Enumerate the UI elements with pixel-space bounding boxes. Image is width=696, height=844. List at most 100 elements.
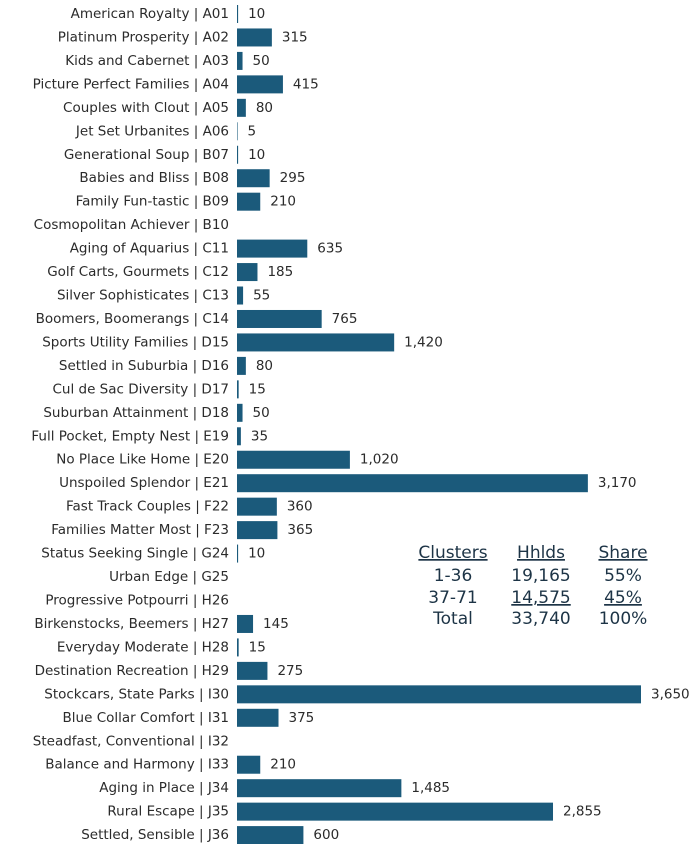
value-label: 315 [282,29,308,45]
value-label: 50 [253,53,270,69]
bar [237,239,308,258]
value-label: 5 [248,123,257,139]
bar [237,685,641,704]
table-cell: 33,740 [511,609,570,629]
table-header: Share [598,543,647,563]
category-label: Fast Track Couples | F22 [66,499,229,515]
bar [237,638,239,657]
bar [237,521,278,540]
value-label: 15 [249,381,266,397]
category-label: Stockcars, State Parks | I30 [44,686,229,702]
category-label: Family Fun-tastic | B09 [76,194,229,210]
value-label: 10 [248,147,265,163]
value-label: 145 [263,616,289,632]
bar [237,5,239,23]
value-label: 55 [253,288,270,304]
category-label: American Royalty | A01 [71,6,229,22]
bar [237,544,239,563]
value-label: 210 [270,757,296,773]
bar [237,779,402,798]
category-label: Silver Sophisticates | C13 [57,288,229,304]
category-label: Everyday Moderate | H28 [57,639,229,655]
bar [237,192,261,211]
category-label: Picture Perfect Families | A04 [33,76,229,92]
table-cell: 1-36 [434,566,473,586]
value-label: 50 [253,405,270,421]
value-label: 35 [251,428,268,444]
bar [237,309,322,328]
category-label: Generational Soup | B07 [64,147,229,163]
value-label: 10 [248,546,265,562]
bar [237,474,588,493]
value-label: 360 [287,499,313,515]
value-label: 635 [317,241,343,257]
bar [237,403,243,422]
category-label: Unspoiled Splendor | E21 [59,475,229,491]
category-label: No Place Like Home | E20 [56,452,229,468]
value-label: 365 [287,522,313,538]
category-label: Steadfast, Conventional | I32 [33,733,229,749]
bar [237,708,279,727]
bar [237,75,283,94]
table-cell: 45% [604,588,642,608]
category-label: Babies and Bliss | B08 [79,170,229,186]
table-cell: 37-71 [428,588,477,608]
category-label: Cul de Sac Diversity | D17 [52,381,229,397]
category-label: Status Seeking Single | G24 [41,546,229,562]
bar [237,169,270,188]
value-label: 1,420 [404,334,443,350]
category-label: Urban Edge | G25 [109,569,229,585]
value-label: 210 [270,194,296,210]
category-label: Cosmopolitan Achiever | B10 [34,217,229,233]
bar [237,661,268,680]
category-label: Aging of Aquarius | C11 [70,241,229,257]
bar [237,380,239,399]
value-label: 1,020 [360,452,399,468]
bar [237,145,239,164]
value-label: 275 [277,663,303,679]
table-cell: 55% [604,566,642,586]
category-label: Settled in Suburbia | D16 [59,358,229,374]
category-label: Balance and Harmony | I33 [45,757,229,773]
category-label: Blue Collar Comfort | I31 [63,710,229,726]
value-label: 185 [267,264,293,280]
value-label: 600 [313,827,339,843]
bar [237,333,395,352]
bar [237,286,244,305]
value-label: 10 [248,6,265,22]
table-cell: 19,165 [511,566,570,586]
bar [237,263,258,282]
value-label: 1,485 [411,780,450,796]
category-label: Jet Set Urbanites | A06 [75,123,229,139]
bar [237,51,243,70]
value-label: 80 [256,100,273,116]
value-label: 375 [289,710,315,726]
bar [237,802,554,821]
category-label: Suburban Attainment | D18 [43,405,229,421]
bar [237,614,254,633]
category-label: Golf Carts, Gourmets | C12 [47,264,229,280]
bar [237,450,350,469]
value-label: 415 [293,76,319,92]
bar [237,497,277,516]
value-label: 15 [249,639,266,655]
category-label: Rural Escape | J35 [107,804,229,820]
bar [237,427,241,446]
bar [237,122,238,141]
category-label: Birkenstocks, Beemers | H27 [34,616,229,632]
table-cell: 100% [599,609,648,629]
category-label: Destination Recreation | H29 [35,663,229,679]
category-label: Families Matter Most | F23 [51,522,229,538]
category-label: Full Pocket, Empty Nest | E19 [31,428,229,444]
bar [237,28,272,47]
category-label: Couples with Clout | A05 [63,100,229,116]
table-header: Hhlds [517,543,565,563]
category-label: Boomers, Boomerangs | C14 [36,311,229,327]
category-label: Platinum Prosperity | A02 [58,29,229,45]
category-label: Progressive Potpourri | H26 [45,593,229,609]
value-label: 2,855 [563,804,602,820]
value-label: 295 [280,170,306,186]
value-label: 80 [256,358,273,374]
table-cell: 14,575 [511,588,570,608]
category-label: Sports Utility Families | D15 [42,334,229,350]
